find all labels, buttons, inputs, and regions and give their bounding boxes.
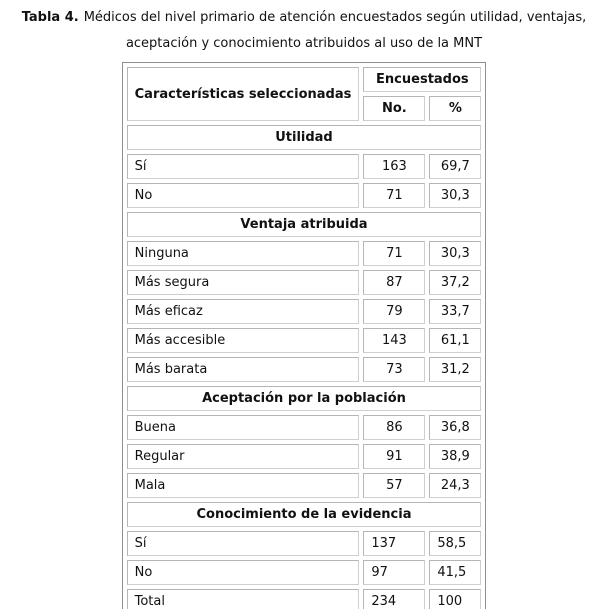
table-row: Total 234 100 <box>126 589 482 609</box>
title-line-2: aceptación y conocimiento atribuidos al … <box>125 36 483 51</box>
title-text-1: Médicos del nivel primario de atención e… <box>83 10 587 25</box>
cell-no: 71 <box>363 241 426 266</box>
cell-no: 57 <box>363 473 426 498</box>
cell-pct: 61,1 <box>429 328 482 353</box>
cell-pct: 30,3 <box>429 183 482 208</box>
section-row: Aceptación por la población <box>126 386 482 411</box>
cell-pct: 33,7 <box>429 299 482 324</box>
col-header-no: No. <box>363 96 426 121</box>
table-row: Mala 57 24,3 <box>126 473 482 498</box>
cell-label: Regular <box>126 444 360 469</box>
cell-label: Más accesible <box>126 328 360 353</box>
section-row: Conocimiento de la evidencia <box>126 502 482 527</box>
table-row: Sí 163 69,7 <box>126 154 482 179</box>
cell-pct: 69,7 <box>429 154 482 179</box>
cell-label: Buena <box>126 415 360 440</box>
cell-pct: 100 <box>429 589 482 609</box>
table-row: No 71 30,3 <box>126 183 482 208</box>
table-row: Más accesible 143 61,1 <box>126 328 482 353</box>
table-row: Sí 137 58,5 <box>126 531 482 556</box>
table-subheader-row: No. % <box>127 96 482 121</box>
cell-pct: 38,9 <box>429 444 482 469</box>
cell-label: No <box>126 183 360 208</box>
section-row: Utilidad <box>126 125 482 150</box>
cell-pct: 31,2 <box>429 357 482 382</box>
section-header-ventaja: Ventaja atribuida <box>126 212 482 237</box>
cell-pct: 41,5 <box>429 560 482 585</box>
cell-no: 71 <box>363 183 426 208</box>
section-header-utilidad: Utilidad <box>126 125 482 150</box>
section-header-aceptacion: Aceptación por la población <box>126 386 482 411</box>
section-row: Ventaja atribuida <box>126 212 482 237</box>
cell-label: Más barata <box>126 357 360 382</box>
survey-table: Características seleccionadas Encuestado… <box>121 62 487 609</box>
cell-pct: 37,2 <box>429 270 482 295</box>
table-header-row: Características seleccionadas Encuestado… <box>126 67 482 121</box>
cell-label: Sí <box>126 154 360 179</box>
table-row: Más eficaz 79 33,7 <box>126 299 482 324</box>
table-row: Ninguna 71 30,3 <box>126 241 482 266</box>
cell-pct: 24,3 <box>429 473 482 498</box>
cell-label: Más eficaz <box>126 299 360 324</box>
title-line-1: Tabla 4. Médicos del nivel primario de at… <box>0 5 608 31</box>
cell-label: Total <box>126 589 360 609</box>
cell-no: 234 <box>363 589 426 609</box>
cell-pct: 36,8 <box>429 415 482 440</box>
table-row: Buena 86 36,8 <box>126 415 482 440</box>
table-row: No 97 41,5 <box>126 560 482 585</box>
cell-label: No <box>126 560 360 585</box>
table-row: Más barata 73 31,2 <box>126 357 482 382</box>
cell-no: 79 <box>363 299 426 324</box>
cell-no: 73 <box>363 357 426 382</box>
title-label: Tabla 4. <box>21 10 79 25</box>
cell-no: 87 <box>363 270 426 295</box>
cell-no: 97 <box>363 560 426 585</box>
cell-no: 143 <box>363 328 426 353</box>
cell-pct: 58,5 <box>429 531 482 556</box>
cell-pct: 30,3 <box>429 241 482 266</box>
page-title: Tabla 4. Médicos del nivel primario de at… <box>0 0 608 57</box>
cell-label: Más segura <box>126 270 360 295</box>
col-header-characteristics: Características seleccionadas <box>126 67 360 121</box>
cell-label: Mala <box>126 473 360 498</box>
table-row: Regular 91 38,9 <box>126 444 482 469</box>
cell-no: 86 <box>363 415 426 440</box>
col-header-encuestados: Encuestados <box>363 67 482 92</box>
section-header-conocimiento: Conocimiento de la evidencia <box>126 502 482 527</box>
cell-label: Sí <box>126 531 360 556</box>
table-row: Más segura 87 37,2 <box>126 270 482 295</box>
cell-no: 163 <box>363 154 426 179</box>
col-header-pct: % <box>429 96 482 121</box>
cell-no: 91 <box>363 444 426 469</box>
cell-no: 137 <box>363 531 426 556</box>
cell-label: Ninguna <box>126 241 360 266</box>
